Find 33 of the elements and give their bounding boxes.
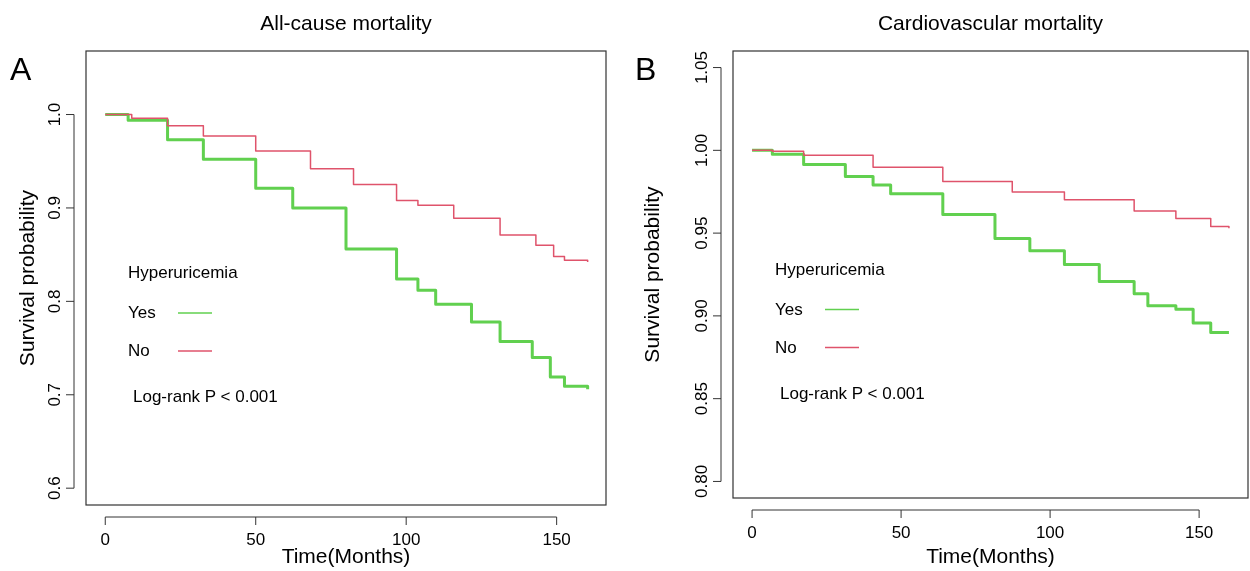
x-tick-label: 50 bbox=[246, 530, 266, 549]
y-tick-label: 1.0 bbox=[45, 102, 64, 127]
text: A bbox=[10, 51, 32, 87]
chart-title: All-cause mortality bbox=[260, 11, 433, 34]
legend-title: Hyperuricemia bbox=[128, 263, 239, 282]
y-axis-title: Survival probability bbox=[640, 185, 663, 363]
legend-title: Hyperuricemia bbox=[775, 259, 886, 279]
annotation: Log-rank P < 0.001 bbox=[780, 383, 925, 403]
chart-title: Cardiovascular mortality bbox=[877, 11, 1104, 34]
legend-label: No bbox=[128, 341, 150, 360]
x-tick-label: 0 bbox=[747, 523, 757, 542]
y-tick-label: 0.6 bbox=[45, 476, 64, 501]
y-tick-label: 0.95 bbox=[692, 216, 711, 250]
y-tick-label: 0.9 bbox=[45, 196, 64, 220]
x-tick-label: 50 bbox=[891, 523, 911, 542]
x-axis-title: Time(Months) bbox=[926, 544, 1055, 567]
x-tick-label: 100 bbox=[1035, 523, 1065, 542]
annotation: Log-rank P < 0.001 bbox=[133, 387, 278, 406]
y-tick-label: 0.80 bbox=[692, 464, 711, 498]
legend-label: No bbox=[775, 337, 797, 357]
y-tick-label: 0.90 bbox=[692, 299, 711, 333]
y-tick-label: 1.05 bbox=[692, 51, 711, 85]
y-tick-label: 1.00 bbox=[692, 133, 711, 167]
x-tick-label: 150 bbox=[1184, 523, 1214, 542]
x-tick-label: 0 bbox=[100, 530, 110, 549]
y-tick-label: 0.8 bbox=[45, 289, 64, 314]
text: B bbox=[635, 51, 657, 87]
legend-label: Yes bbox=[775, 299, 803, 319]
x-tick-label: 150 bbox=[542, 530, 571, 549]
y-axis-title: Survival probability bbox=[15, 189, 38, 367]
legend-label: Yes bbox=[128, 303, 156, 322]
y-tick-label: 0.85 bbox=[692, 382, 711, 416]
y-tick-label: 0.7 bbox=[45, 382, 64, 407]
